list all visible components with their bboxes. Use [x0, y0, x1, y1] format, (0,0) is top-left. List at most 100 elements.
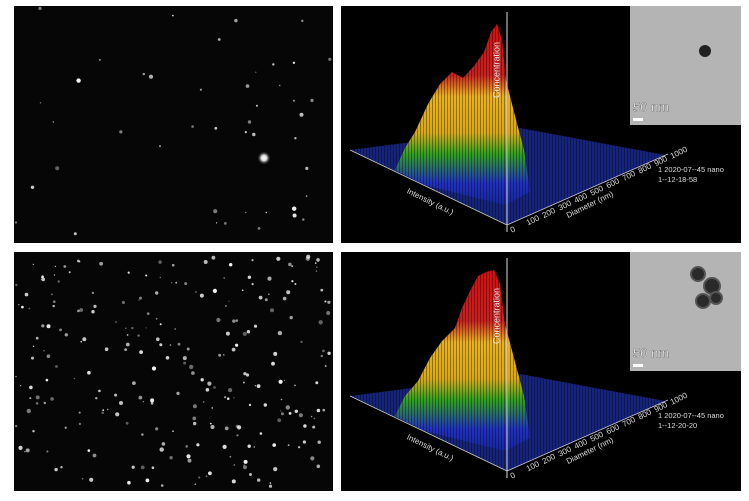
particle [286, 290, 291, 295]
particle [235, 424, 239, 428]
particle [203, 401, 205, 403]
particle [87, 449, 91, 452]
particle [324, 300, 327, 303]
particle [271, 361, 275, 366]
particle [89, 477, 94, 482]
particle [199, 88, 202, 91]
particle [209, 422, 212, 425]
particle [32, 430, 35, 433]
particle [104, 347, 109, 352]
particle [216, 317, 221, 323]
particle [276, 256, 281, 261]
particle [78, 422, 81, 425]
particle [140, 465, 145, 470]
particle [150, 401, 154, 405]
particle [218, 353, 222, 357]
particle [39, 102, 42, 104]
particle [184, 282, 188, 286]
image-background [14, 252, 333, 491]
particle [91, 291, 95, 295]
particle [310, 415, 313, 418]
particle [257, 227, 261, 230]
particle [243, 372, 247, 376]
particle [18, 445, 23, 450]
particle [235, 319, 239, 322]
particle [224, 426, 229, 431]
particle [126, 334, 129, 336]
particle [21, 305, 24, 309]
particle [223, 354, 225, 356]
particle [255, 71, 257, 73]
particle [268, 484, 273, 488]
particle [216, 222, 218, 224]
particle [165, 356, 170, 360]
particle [196, 443, 200, 447]
particle [272, 443, 277, 447]
particle [139, 350, 144, 354]
particle [310, 98, 314, 103]
particle [268, 293, 270, 295]
particle [285, 405, 290, 410]
particle [264, 298, 268, 302]
y-tick-label: 0 [509, 224, 517, 234]
particle [53, 274, 56, 276]
particle [24, 292, 29, 297]
particle [145, 327, 147, 329]
particle [43, 350, 45, 352]
particle [156, 337, 160, 342]
particle [316, 408, 321, 413]
particle [273, 351, 278, 356]
particle [247, 275, 252, 279]
particle [151, 466, 155, 470]
particle [107, 408, 109, 411]
particle [231, 479, 236, 484]
particle [294, 409, 298, 413]
particle [288, 262, 292, 267]
surface-texture [395, 24, 530, 205]
particle [99, 59, 101, 61]
particle [302, 218, 305, 221]
particle [257, 478, 261, 482]
image-background [14, 6, 333, 243]
particle [76, 78, 81, 83]
particle [186, 347, 190, 351]
particle [98, 389, 101, 393]
particle [159, 145, 161, 147]
particle [314, 262, 317, 264]
particle [142, 400, 145, 403]
particle [101, 411, 104, 415]
particle [53, 300, 56, 304]
particle [305, 256, 310, 261]
microscopy-image [14, 252, 333, 491]
particle [121, 300, 125, 305]
particle [41, 277, 45, 282]
particle [43, 401, 46, 405]
particle [119, 401, 123, 405]
particle [41, 324, 45, 328]
z-axis-label: Concentration [491, 288, 501, 344]
particle [78, 260, 81, 263]
particle [73, 232, 77, 236]
particle [29, 397, 32, 400]
acquisition-note: 1--12-18-58 [658, 175, 697, 184]
particle [322, 408, 326, 412]
particle [249, 473, 252, 476]
particle [214, 126, 218, 130]
particle [191, 371, 195, 375]
particle [241, 289, 244, 292]
particle [171, 282, 173, 284]
acquisition-note: 1--12-20-20 [658, 421, 697, 430]
particle [161, 442, 166, 446]
particle [242, 381, 245, 384]
particle [50, 397, 54, 401]
particle [205, 475, 208, 478]
particle [99, 261, 103, 266]
particle [187, 458, 192, 463]
particle [291, 265, 294, 268]
particle [253, 324, 258, 328]
particle [80, 340, 82, 343]
particle [114, 393, 118, 397]
particle [248, 403, 252, 407]
particle [242, 331, 247, 336]
